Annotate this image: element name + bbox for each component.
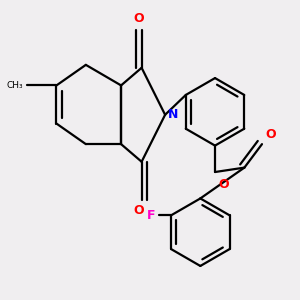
Text: CH₃: CH₃ bbox=[6, 81, 23, 90]
Text: F: F bbox=[146, 209, 155, 222]
Text: O: O bbox=[134, 204, 144, 217]
Text: N: N bbox=[168, 108, 178, 121]
Text: O: O bbox=[265, 128, 276, 141]
Text: O: O bbox=[218, 178, 229, 191]
Text: O: O bbox=[134, 12, 144, 25]
